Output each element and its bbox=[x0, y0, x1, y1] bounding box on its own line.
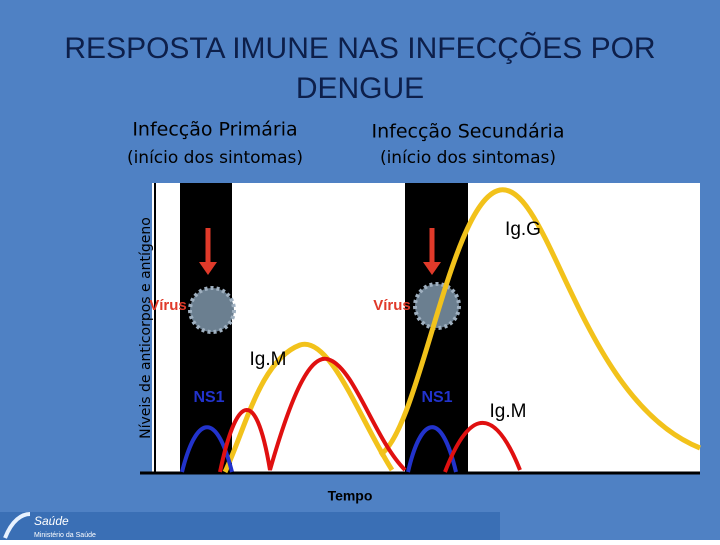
curve-label: Vírus bbox=[149, 297, 187, 314]
ns1-curve bbox=[406, 425, 458, 473]
igm-curve bbox=[222, 341, 395, 474]
title-line: DENGUE bbox=[296, 72, 424, 105]
secondary-bar bbox=[405, 183, 468, 473]
curve-label: Vírus bbox=[373, 297, 411, 314]
virus-curve bbox=[443, 420, 522, 473]
curve-label: NS1 bbox=[193, 389, 224, 406]
secondary-note: (início dos sintomas) bbox=[380, 148, 556, 168]
primary-label: Infecção Primária bbox=[132, 119, 297, 141]
y-axis-label: Níveis de anticorpos e antígeno bbox=[138, 217, 154, 439]
primary-note: (início dos sintomas) bbox=[127, 148, 303, 168]
arrow-head bbox=[199, 262, 217, 275]
footer-band bbox=[0, 512, 500, 540]
curve-label: Ig.M bbox=[250, 349, 287, 370]
curve-label: Ig.M bbox=[490, 401, 527, 422]
x-axis-label: Tempo bbox=[328, 488, 373, 504]
arrow-head bbox=[423, 262, 441, 275]
igg-curve bbox=[378, 187, 701, 458]
virus-icon bbox=[188, 286, 236, 334]
curve-label: NS1 bbox=[421, 389, 452, 406]
logo-swoosh bbox=[3, 512, 31, 539]
logo-org: Ministério da Saúde bbox=[34, 532, 96, 539]
curve-label: Ig.G bbox=[505, 219, 541, 240]
title-line: RESPOSTA IMUNE NAS INFECÇÕES POR bbox=[64, 31, 655, 65]
virus-curve bbox=[218, 356, 407, 473]
logo-name: Saúde bbox=[34, 514, 69, 528]
secondary-label: Infecção Secundária bbox=[372, 121, 565, 143]
virus-icon bbox=[413, 282, 461, 330]
